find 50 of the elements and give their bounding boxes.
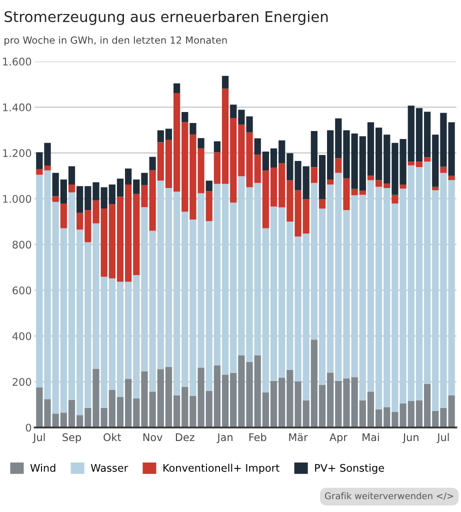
bar: [432, 186, 439, 190]
y-tick-label: 1.600: [3, 58, 32, 66]
x-tick-label: Jul: [436, 433, 449, 444]
bar: [222, 76, 229, 89]
legend-label: Wind: [30, 464, 56, 472]
x-tick-label: Apr: [329, 433, 348, 444]
y-tick-label: 0: [26, 424, 32, 432]
bar: [424, 157, 431, 162]
bar: [327, 180, 334, 185]
text: Grafik weiterverwenden </>: [325, 492, 454, 500]
bar: [448, 176, 455, 180]
bar: [52, 196, 59, 202]
bar: [206, 180, 212, 192]
bar: [60, 204, 67, 228]
x-tick-label: Mär: [289, 433, 308, 442]
y-tick-label: 1.000: [3, 194, 32, 203]
x-tick-label: Jan: [216, 433, 232, 444]
bar: [400, 184, 406, 189]
bar: [182, 112, 188, 122]
y-tick-label: 1.400: [3, 103, 32, 112]
bar: [68, 184, 76, 192]
bar: [440, 166, 447, 173]
y-tick-label: 800: [12, 240, 32, 249]
bar: [149, 156, 156, 170]
bar: [392, 194, 398, 204]
bar: [214, 141, 221, 152]
bar: [173, 83, 180, 94]
legend-label: Wasser: [90, 464, 128, 472]
bar: [198, 138, 204, 148]
x-tick-label: Nov: [143, 433, 162, 442]
bar: [310, 167, 318, 183]
x-tick-label: Dez: [176, 433, 194, 442]
chart-subtitle: pro Woche in GWh, in den letzten 12 Monaten: [4, 36, 227, 46]
bar: [190, 122, 196, 134]
y-tick-label: 200: [12, 378, 32, 386]
x-tick-label: Jul: [32, 433, 45, 444]
x-tick-label: Sep: [62, 433, 81, 444]
bar: [318, 198, 326, 209]
legend-label: Konventionell+ Import: [164, 464, 280, 474]
y-tick-label: 400: [12, 332, 32, 340]
x-tick-label: Feb: [249, 433, 266, 442]
x-tick-label: Okt: [104, 433, 122, 442]
legend-label: PV+ Sonstige: [315, 464, 384, 474]
x-tick-label: Jun: [402, 433, 418, 444]
y-tick-label: 1.200: [3, 149, 32, 158]
x-tick-label: Mai: [362, 433, 379, 442]
chart-title: Stromerzeugung aus erneuerbaren Energien: [4, 10, 328, 25]
y-tick-label: 600: [12, 286, 32, 294]
bar: [367, 176, 374, 180]
bar: [335, 158, 342, 173]
